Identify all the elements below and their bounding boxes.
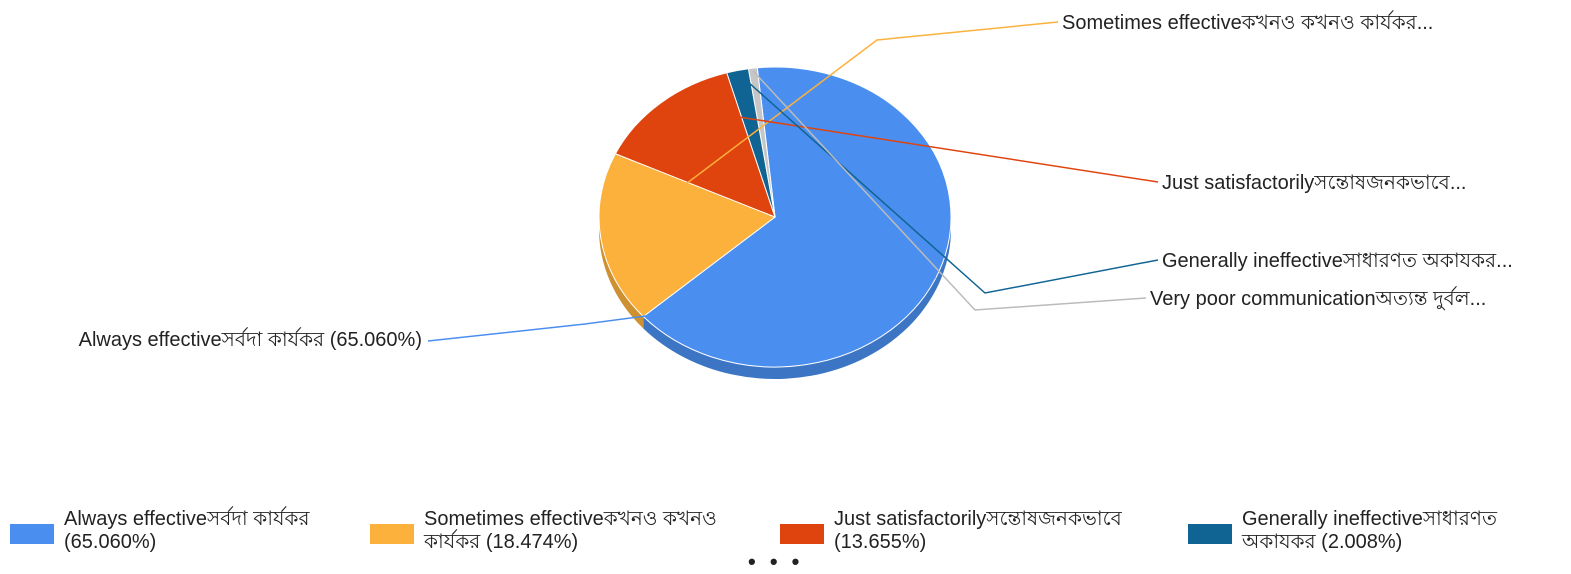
- callout-line-3: [737, 72, 1159, 294]
- legend-label-just-satisfactorily: Just satisfactorilyসন্তোষজনকভাবে (13.655…: [834, 508, 1122, 554]
- legend-item-just-satisfactorily[interactable]: Just satisfactorilyসন্তোষজনকভাবে (13.655…: [780, 508, 1180, 560]
- callout-line-0: [427, 276, 936, 342]
- legend-label-line2: অকাযকর (2.008%): [1242, 531, 1403, 553]
- pie-slice-4: [747, 67, 776, 218]
- pie-slice-1: [598, 153, 777, 318]
- legend-swatch-sometimes-effective: [370, 524, 414, 544]
- callout-line-2: [662, 104, 1159, 183]
- pie-top-group: [598, 66, 952, 368]
- legend-label-line1: Always effectiveসর্বদা কার্যকর: [64, 508, 310, 530]
- callout-label-3: Generally ineffectiveসাধারণত অকাযকর...: [1162, 250, 1513, 272]
- legend-item-always-effective[interactable]: Always effectiveসর্বদা কার্যকর (65.060%): [10, 508, 360, 560]
- legend-item-generally-ineffective[interactable]: Generally ineffectiveসাধারণত অকাযকর (2.0…: [1188, 508, 1558, 560]
- legend-label-line2: কার্যকর (18.474%): [424, 531, 579, 553]
- legend-label-always-effective: Always effectiveসর্বদা কার্যকর (65.060%): [64, 508, 310, 554]
- legend-label-line1: Sometimes effectiveকখনও কখনও: [424, 508, 717, 530]
- callout-label-1: Sometimes effectiveকখনও কখনও কার্যকর...: [1062, 10, 1433, 34]
- callout-line-1: [603, 21, 1059, 247]
- callout-label-2: Just satisfactorilyসন্তোষজনকভাবে...: [1162, 172, 1467, 194]
- legend-more-indicator[interactable]: • • •: [748, 549, 804, 574]
- chart-legend: Always effectiveসর্বদা কার্যকর (65.060%)…: [10, 508, 1570, 560]
- legend-item-sometimes-effective[interactable]: Sometimes effectiveকখনও কখনও কার্যকর (18…: [370, 508, 760, 560]
- callout-line-4: [752, 70, 1147, 311]
- legend-swatch-just-satisfactorily: [780, 524, 824, 544]
- legend-swatch-generally-ineffective: [1188, 524, 1232, 544]
- legend-label-sometimes-effective: Sometimes effectiveকখনও কখনও কার্যকর (18…: [424, 508, 717, 554]
- legend-swatch-always-effective: [10, 524, 54, 544]
- pie-slice-2: [614, 72, 776, 218]
- legend-label-line2: (65.060%): [64, 531, 157, 553]
- legend-label-line2: (13.655%): [834, 531, 927, 553]
- legend-label-generally-ineffective: Generally ineffectiveসাধারণত অকাযকর (2.0…: [1242, 508, 1497, 554]
- callout-label-0: Always effectiveসর্বদা কার্যকর (65.060%): [79, 327, 422, 351]
- legend-label-line1: Just satisfactorilyসন্তোষজনকভাবে: [834, 508, 1122, 530]
- callout-group: Always effectiveসর্বদা কার্যকর (65.060%)…: [79, 10, 1513, 351]
- legend-label-line1: Generally ineffectiveসাধারণত: [1242, 508, 1497, 530]
- callout-label-4: Very poor communicationঅত্যন্ত দুর্বল...: [1150, 286, 1486, 310]
